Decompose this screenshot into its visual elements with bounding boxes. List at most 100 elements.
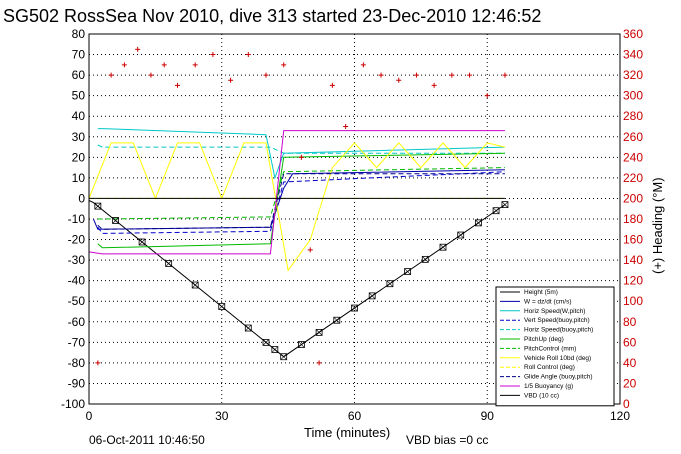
height-marker: [421, 255, 429, 263]
footer-timestamp: 06-Oct-2011 10:46:50: [89, 433, 205, 447]
heading-point: [281, 62, 287, 68]
series-line-2: [97, 128, 505, 180]
height-marker: [404, 268, 412, 275]
y-axis-ticks: 80 70 60 50 40 30 20 10 0 -10 -20 -30 -40 -50 -60 -70 -8…: [61, 27, 85, 411]
right-tick-label: 160: [623, 233, 643, 247]
height-marker-x: [165, 260, 172, 267]
y-tick-label: -10: [68, 212, 86, 226]
height-marker: [191, 281, 199, 289]
height-marker: [112, 217, 119, 224]
series-heading: [95, 46, 508, 366]
heading-point: [449, 72, 455, 78]
series-line-0: [88, 200, 506, 358]
height-marker: [439, 243, 447, 251]
height-marker: [138, 238, 146, 246]
series-layer: [88, 46, 509, 366]
legend-entry: W = dz/dt (cm/s): [524, 298, 572, 305]
heading-point: [148, 72, 154, 78]
legend-entry: Roll Control (deg): [524, 364, 575, 371]
y-tick-label: 60: [72, 68, 86, 82]
x-axis-label: Time (minutes): [304, 425, 390, 440]
height-marker-x: [298, 341, 305, 348]
right-tick-label: 200: [623, 191, 643, 205]
height-marker: [333, 316, 341, 324]
height-marker-x: [138, 238, 146, 246]
y-tick-label: 0: [78, 191, 85, 205]
y-tick-label: -80: [68, 356, 86, 370]
height-marker-x: [218, 303, 225, 310]
right-tick-label: 120: [623, 274, 643, 288]
legend-entry: Vert Speed(buoy,pitch): [524, 317, 590, 324]
height-markers: [94, 201, 509, 361]
right-tick-label: 340: [623, 48, 643, 62]
series-line-1: [92, 169, 505, 230]
legend-entry: PitchControl (mm): [524, 345, 576, 352]
legend-entry: Glide Angle (buoy,pitch): [524, 374, 593, 381]
right-tick-label: 140: [623, 253, 643, 267]
height-marker-x: [422, 256, 429, 263]
series-line-7: [88, 142, 506, 272]
right-tick-label: 360: [623, 27, 643, 41]
series-line-3: [97, 171, 505, 234]
legend-entry: Horiz Speed(W,pitch): [524, 308, 585, 315]
height-marker-x: [112, 217, 119, 224]
height-marker-x: [94, 202, 102, 210]
right-tick-label: 60: [623, 335, 637, 349]
height-marker-x: [280, 353, 287, 360]
heading-point: [245, 52, 251, 58]
right-tick-label: 0: [623, 397, 630, 411]
y-tick-label: 10: [72, 171, 86, 185]
height-marker-x: [457, 231, 464, 239]
legend-entry: 1/5 Buoyancy (g): [524, 383, 573, 390]
heading-point: [431, 82, 437, 88]
right-tick-label: 260: [623, 130, 643, 144]
height-marker-x: [271, 346, 279, 353]
height-marker: [297, 341, 305, 348]
height-marker: [386, 280, 394, 288]
heading-point: [210, 52, 216, 58]
heading-point: [307, 247, 313, 253]
height-marker: [457, 231, 465, 239]
legend-entry: Height (5m): [524, 289, 558, 296]
height-marker: [501, 201, 509, 209]
legend-entry: VBD (10 cc): [524, 392, 559, 399]
height-marker: [474, 219, 482, 227]
heading-point: [413, 72, 419, 78]
right-tick-label: 240: [623, 150, 643, 164]
right-tick-label: 220: [623, 171, 643, 185]
right-axis-ticks: 3603403203002802602402202001801601401201…: [623, 27, 643, 411]
plot-frame: [88, 33, 621, 405]
right-tick-label: 100: [623, 294, 643, 308]
height-marker: [368, 292, 376, 300]
height-marker: [94, 202, 102, 210]
heading-point: [228, 77, 234, 83]
height-marker-x: [191, 281, 199, 289]
height-marker: [165, 260, 173, 267]
series-line-9: [97, 173, 505, 230]
x-tick-label: 0: [86, 409, 93, 423]
height-marker-x: [245, 324, 252, 332]
footer-vbd-bias: VBD bias =0 cc: [406, 433, 488, 447]
height-marker: [218, 303, 226, 310]
heading-point: [378, 72, 384, 78]
height-marker-x: [368, 292, 376, 300]
heading-point: [121, 62, 127, 68]
y-tick-label: 20: [72, 150, 86, 164]
x-tick-label: 90: [481, 409, 495, 423]
y-tick-label: 70: [72, 48, 86, 62]
right-tick-label: 300: [623, 89, 643, 103]
heading-point: [360, 62, 366, 68]
y-tick-label: 50: [72, 89, 86, 103]
height-marker-x: [501, 201, 509, 208]
heading-point: [298, 154, 304, 160]
heading-point: [135, 46, 141, 52]
height-marker-x: [351, 304, 358, 312]
right-tick-label: 40: [623, 356, 637, 370]
height-marker-x: [333, 317, 341, 324]
heading-point: [263, 72, 269, 78]
series-line-5: [97, 152, 505, 249]
height-marker-x: [404, 268, 411, 275]
height-marker: [492, 207, 500, 215]
legend-entry: Vehicle Roll 10bd (deg): [524, 355, 591, 362]
